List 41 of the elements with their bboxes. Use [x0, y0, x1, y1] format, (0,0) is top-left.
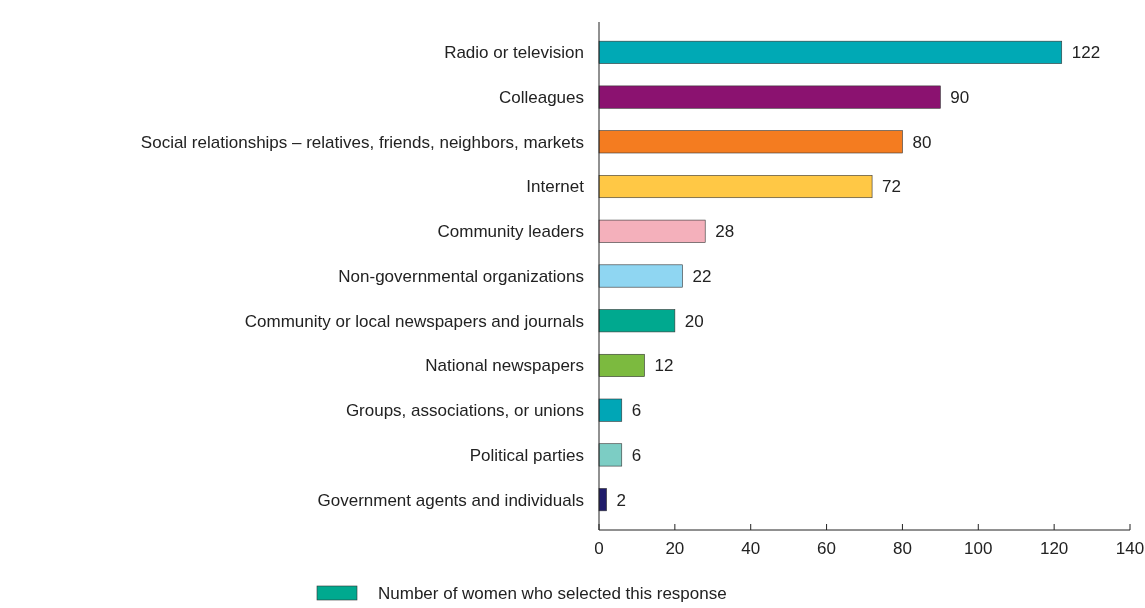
bar [598, 175, 873, 199]
y-tick-label: Non-governmental organizations [338, 266, 584, 286]
bar [598, 443, 623, 467]
y-tick-label: Community leaders [437, 222, 584, 242]
x-tick-label: 80 [892, 539, 912, 558]
y-tick-label: Political parties [469, 445, 584, 465]
data-label: 28 [715, 222, 735, 242]
x-tick-label: 100 [964, 539, 993, 558]
data-label: 2 [616, 490, 627, 510]
data-label: 22 [692, 266, 712, 286]
y-tick-label: Internet [526, 177, 585, 197]
bar [598, 85, 941, 109]
x-tick-label: 120 [1039, 539, 1069, 558]
data-label: 6 [631, 401, 642, 421]
data-label: 20 [684, 311, 704, 331]
x-tick-label: 60 [817, 539, 837, 558]
bar [598, 264, 683, 288]
y-tick-label: Government agents and individuals [317, 490, 584, 510]
x-tick-label: 140 [1115, 539, 1145, 558]
bar [598, 130, 903, 154]
y-tick-label: Groups, associations, or unions [345, 401, 584, 421]
y-tick-label: Community or local newspapers and journals [244, 311, 584, 331]
legend-label: Number of women who selected this response [378, 583, 727, 603]
bar [598, 40, 1063, 64]
y-tick-label: Colleagues [498, 88, 584, 108]
y-tick-label: Social relationships – relatives, friends, neighbors, markets [140, 132, 584, 152]
x-tick-label: 40 [741, 539, 761, 558]
bar [598, 398, 623, 422]
data-label: 12 [654, 356, 674, 376]
x-tick-label: 0 [594, 539, 604, 558]
data-label: 6 [631, 445, 642, 465]
bar [598, 219, 706, 243]
data-label: 80 [912, 132, 932, 152]
data-label: 90 [950, 88, 970, 108]
data-label: 122 [1071, 43, 1101, 63]
y-tick-label: National newspapers [425, 356, 584, 376]
data-label: 72 [882, 177, 902, 197]
bar [598, 309, 676, 333]
y-tick-label: Radio or television [444, 43, 584, 63]
bar [598, 353, 645, 377]
x-tick-label: 20 [665, 539, 685, 558]
